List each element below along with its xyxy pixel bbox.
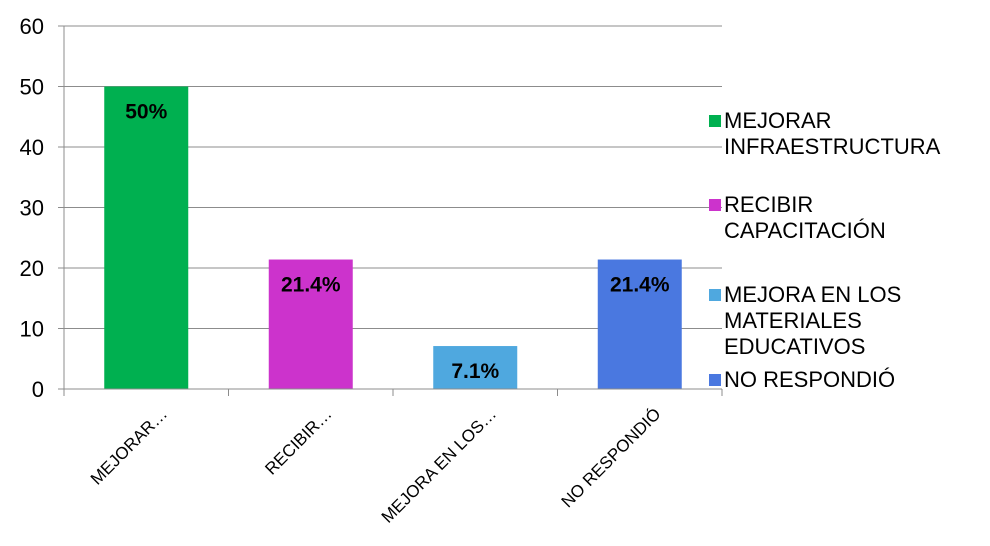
y-tick-label: 30 — [20, 196, 44, 221]
legend-label: INFRAESTRUCTURA — [724, 134, 941, 159]
legend-label: MEJORAR — [724, 108, 832, 133]
data-label: 50% — [125, 101, 167, 124]
bar — [268, 259, 353, 389]
data-label: 7.1% — [451, 360, 499, 383]
y-tick-label: 20 — [20, 256, 44, 281]
axes — [58, 25, 723, 396]
legend-label: RECIBIR — [724, 192, 813, 217]
data-label: 21.4% — [281, 274, 341, 297]
y-tick-label: 50 — [20, 75, 44, 100]
x-category-label: MEJORA EN LOS… — [378, 404, 500, 526]
legend-label: NO RESPONDIÓ — [724, 367, 895, 392]
bars — [104, 86, 682, 389]
legend-label: CAPACITACIÓN — [724, 218, 886, 243]
x-tick-labels: MEJORAR… RECIBIR… MEJORA EN LOS… NO RESPOND… — [87, 404, 665, 526]
legend-label: MATERIALES — [724, 308, 862, 333]
data-labels: 50% 21.4% 7.1% 21.4% — [125, 101, 670, 384]
x-category-label: MEJORAR… — [87, 404, 171, 488]
legend-item: NO RESPONDIÓ — [709, 367, 895, 392]
legend-label: MEJORA EN LOS — [724, 282, 901, 307]
y-tick-label: 0 — [32, 377, 44, 402]
legend-swatch — [709, 115, 721, 127]
x-category-label: NO RESPONDIÓ — [558, 404, 665, 511]
legend-swatch — [709, 289, 721, 301]
legend-swatch — [709, 199, 721, 211]
y-tick-label: 40 — [20, 135, 44, 160]
x-category-label: RECIBIR… — [261, 404, 335, 478]
legend-label: EDUCATIVOS — [724, 334, 865, 359]
bar — [597, 259, 682, 389]
y-tick-label: 10 — [20, 317, 44, 342]
data-label: 21.4% — [610, 274, 670, 297]
legend-swatch — [709, 374, 721, 386]
bar — [433, 346, 518, 389]
bar — [104, 86, 189, 389]
y-tick-label: 60 — [20, 14, 44, 39]
y-tick-labels: 0 10 20 30 40 50 60 — [20, 14, 44, 402]
